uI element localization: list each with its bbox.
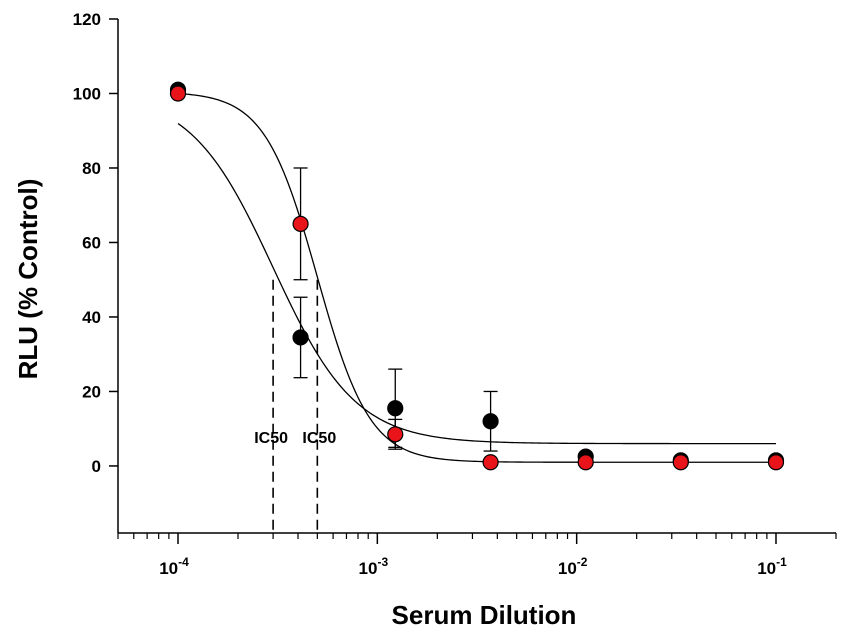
x-tick-label: 10-3 (359, 555, 389, 578)
data-point-series-1 (387, 400, 404, 417)
tick-labels: 0 20 40 60 80 100 120 10-4 10-3 10-2 10-1 (73, 10, 787, 578)
data-point-series-1 (292, 329, 309, 346)
data-point-series-2 (577, 454, 594, 471)
ic50-label: IC50 (254, 430, 288, 447)
data-point-series-2 (672, 454, 689, 471)
y-tick-label: 120 (73, 10, 101, 29)
data-point-series-2 (767, 454, 785, 471)
axes (109, 18, 837, 544)
data-point-series-2 (292, 215, 309, 232)
y-axis-title: RLU (% Control) (13, 179, 43, 380)
data-point-series-2 (169, 85, 187, 102)
data-point-series-2 (482, 454, 499, 471)
y-tick-label: 100 (73, 84, 101, 103)
y-tick-label: 40 (82, 308, 101, 327)
y-tick-label: 0 (92, 457, 101, 476)
x-tick-label: 10-4 (159, 555, 189, 578)
y-tick-label: 60 (82, 233, 101, 252)
fit-curve-2 (177, 92, 776, 463)
x-axis-title: Serum Dilution (392, 600, 577, 630)
data-points (169, 81, 785, 471)
data-point-series-2 (387, 426, 404, 443)
ic50-markers: IC50 IC50 (254, 279, 336, 533)
y-tick-label: 20 (82, 382, 101, 401)
fit-curves (177, 92, 776, 463)
fit-curve-1 (177, 122, 776, 445)
y-tick-label: 80 (82, 159, 101, 178)
x-tick-label: 10-1 (757, 555, 787, 578)
x-tick-label: 10-2 (558, 555, 588, 578)
ic50-label: IC50 (302, 430, 336, 447)
data-point-series-1 (482, 413, 499, 430)
